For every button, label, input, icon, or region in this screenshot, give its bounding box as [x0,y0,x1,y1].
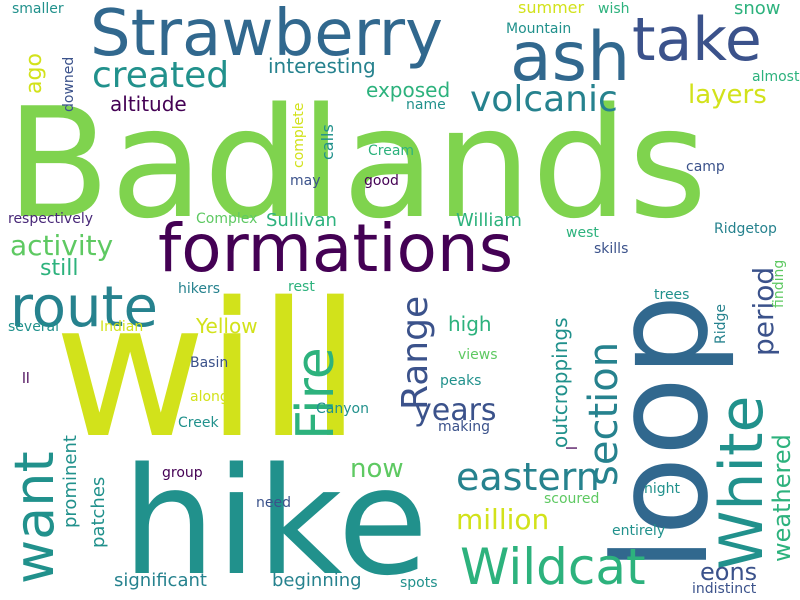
word-indian: Indian [100,319,144,335]
word-now: now [350,454,404,484]
word-wildcat: Wildcat [460,538,646,596]
word-formations: formations [158,210,514,287]
word-exposed: exposed [366,78,451,102]
word-hike: hike [122,436,429,600]
word-night: night [644,481,681,497]
word-snow: snow [734,0,781,19]
word-spots: spots [400,575,438,591]
word-million: million [456,503,550,536]
word-hikers: hikers [178,281,221,297]
word-may: may [290,173,321,189]
word-white: White [707,395,777,570]
word-yellow: Yellow [196,314,258,338]
word-l: l [565,446,581,450]
word-name: name [406,97,446,113]
word-want: want [3,451,66,584]
word-summer: summer [518,0,585,17]
word-layers: layers [688,80,767,110]
word-will: will [54,262,362,479]
word-high: high [448,312,492,336]
word-west: west [566,225,599,241]
word-making: making [438,419,490,435]
word-ridgetop: Ridgetop [714,221,777,237]
word-smaller: smaller [12,1,64,17]
word-peaks: peaks [440,373,482,389]
word-indistinct: indistinct [692,581,757,597]
word-ago: ago [22,53,47,94]
word-group: group [162,465,203,481]
word-canyon: Canyon [316,401,369,417]
word-cream: Cream [368,143,415,159]
word-entirely: entirely [612,523,666,539]
word-good: good [364,173,399,189]
word-weathered: weathered [768,434,796,562]
word-scoured: scoured [544,491,600,507]
word-eastern: eastern [456,455,600,499]
word-ll: ll [22,371,30,387]
word-views: views [458,347,498,363]
word-prominent: prominent [60,435,81,528]
word-eons: eons [700,558,758,586]
word-wish: wish [598,1,630,17]
word-fire: Fire [286,347,346,440]
word-complete: complete [291,102,307,168]
word-ash: ash [510,18,631,97]
word-sullivan: Sullivan [266,210,337,231]
word-rest: rest [288,279,315,295]
word-badlands: Badlands [6,75,708,252]
word-volcanic: volcanic [470,79,618,120]
word-respectively: respectively [8,211,94,227]
word-basin: Basin [190,355,229,371]
word-complex: Complex [196,211,258,227]
word-downed: downed [61,56,77,112]
word-camp: camp [686,159,725,175]
word-beginning: beginning [272,570,362,591]
word-several: several [8,319,60,335]
word-created: created [92,55,230,96]
word-patches: patches [88,476,109,548]
word-mountain: Mountain [506,21,572,37]
word-almost: almost [752,69,800,85]
word-take: take [632,5,762,75]
word-years: years [414,393,497,428]
word-strawberry: Strawberry [90,0,443,71]
word-trees: trees [654,287,690,303]
word-outcroppings: outcroppings [548,317,572,448]
word-finding: finding [771,259,787,308]
word-creek: Creek [178,415,219,431]
word-interesting: interesting [268,54,376,78]
word-calls: calls [318,124,337,160]
word-altitude: altitude [110,92,187,116]
word-william: William [456,210,522,231]
word-skills: skills [594,241,629,257]
word-ridge: Ridge [713,303,729,344]
word-still: still [40,256,79,281]
word-along: along [190,389,229,405]
word-need: need [256,495,291,511]
word-significant: significant [114,570,207,591]
word-activity: activity [10,229,114,262]
word-route: route [10,275,158,340]
